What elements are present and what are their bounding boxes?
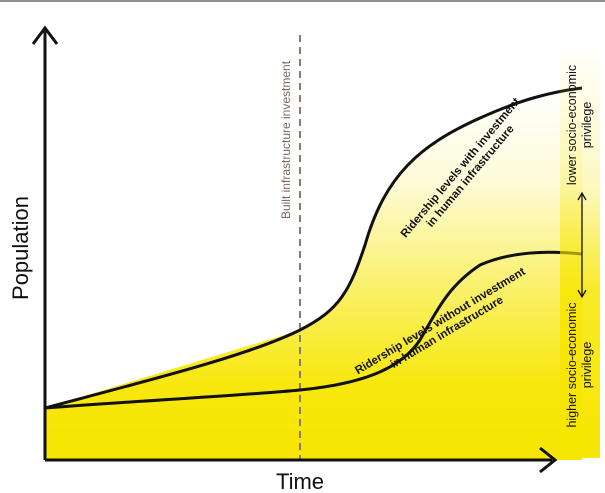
privilege-bottom-label: higher socio-economic privilege (565, 302, 594, 427)
privilege-top-label: lower socio-economic privilege (565, 65, 594, 185)
privilege-bottom-label-line2: privilege (580, 342, 594, 389)
privilege-double-arrow (577, 191, 587, 299)
y-axis-arrowhead (31, 25, 59, 45)
x-axis-arrowhead (539, 446, 558, 474)
y-axis-label: Population (8, 196, 33, 300)
x-axis-label: Time (276, 469, 324, 493)
privilege-bottom-label-line1: higher socio-economic (565, 302, 579, 427)
ridership-with-investment-curve (44, 86, 583, 410)
privilege-top-label-line2: privilege (580, 102, 594, 149)
investment-line-label: Built infrastructure investment (279, 60, 293, 219)
privilege-top-label-line1: lower socio-economic (565, 65, 579, 185)
ridership-without-investment-curve (44, 250, 583, 410)
ridership-fill-area (45, 88, 582, 460)
privilege-gradient-bar (560, 40, 600, 458)
